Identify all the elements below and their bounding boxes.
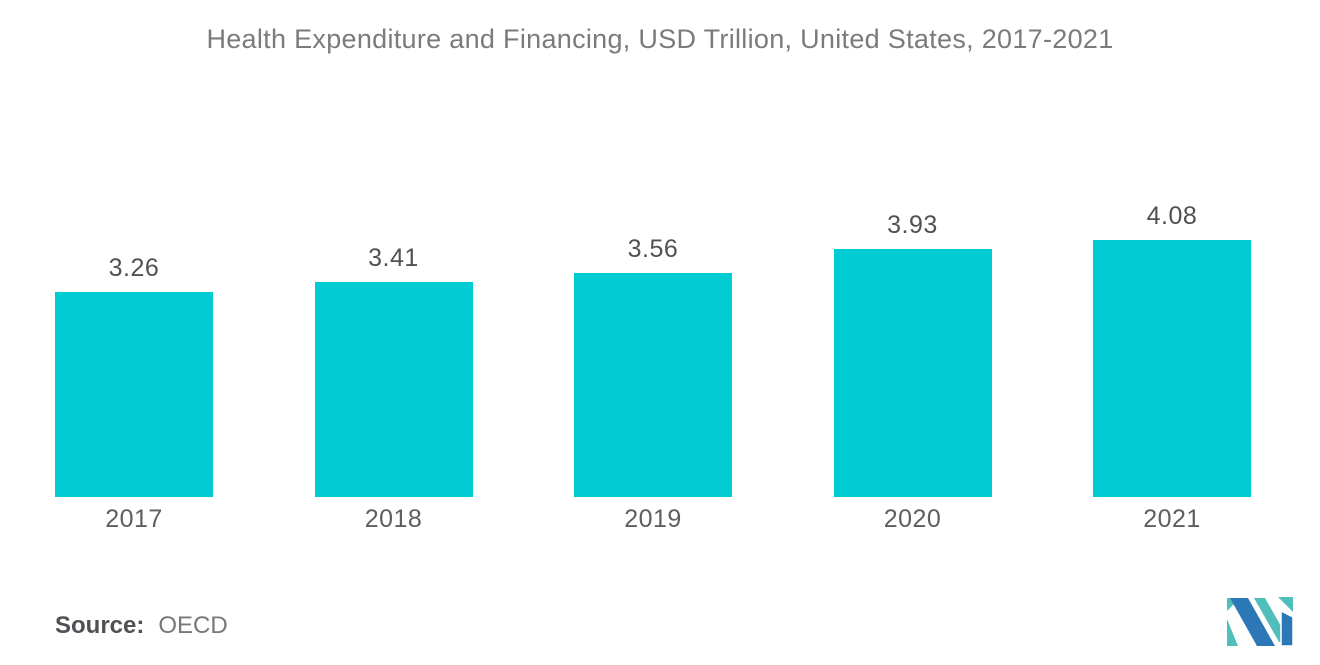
- bar-column-2017: 3.26: [55, 254, 213, 497]
- bar-value-label: 3.41: [368, 244, 419, 272]
- bar-value-label: 3.93: [887, 211, 938, 239]
- bar-value-label: 4.08: [1146, 202, 1198, 230]
- bar-2017: [55, 292, 213, 497]
- bar-column-2018: 3.41: [314, 244, 473, 497]
- logo-teal-top-right-triangle: [1278, 597, 1293, 612]
- bar-value-label: 3.26: [108, 254, 160, 282]
- bar-2020: [833, 249, 992, 497]
- bar-2018: [314, 282, 473, 497]
- source-value: OECD: [158, 612, 228, 639]
- chart-title: Health Expenditure and Financing, USD Tr…: [206, 24, 1114, 54]
- x-axis-label-2018: 2018: [364, 505, 423, 533]
- x-axis-labels: 2017 2018 2019 2020 2021: [55, 505, 1251, 534]
- logo-teal-bottom-left-triangle: [1227, 619, 1238, 646]
- source-label: Source:: [55, 612, 145, 639]
- bar-column-2020: 3.93: [833, 211, 992, 497]
- bar-column-2019: 3.56: [574, 235, 732, 497]
- bar-2019: [574, 273, 732, 497]
- mordor-intelligence-logo: [1227, 597, 1293, 647]
- bar-column-2021: 4.08: [1093, 202, 1251, 497]
- x-axis-label-2017: 2017: [105, 505, 163, 533]
- source-row: Source: OECD: [55, 612, 228, 640]
- x-axis-label-2019: 2019: [624, 505, 682, 533]
- bars-row: 3.26 3.41 3.56 3.93 4.08: [55, 0, 1251, 497]
- bar-value-label: 3.56: [627, 235, 679, 263]
- x-axis-label-2021: 2021: [1143, 505, 1201, 533]
- logo-blue-right-bar: [1280, 609, 1293, 647]
- bar-2021: [1093, 240, 1251, 497]
- logo-blue-main-diagonal: [1230, 598, 1275, 646]
- x-axis-label-2020: 2020: [883, 505, 942, 533]
